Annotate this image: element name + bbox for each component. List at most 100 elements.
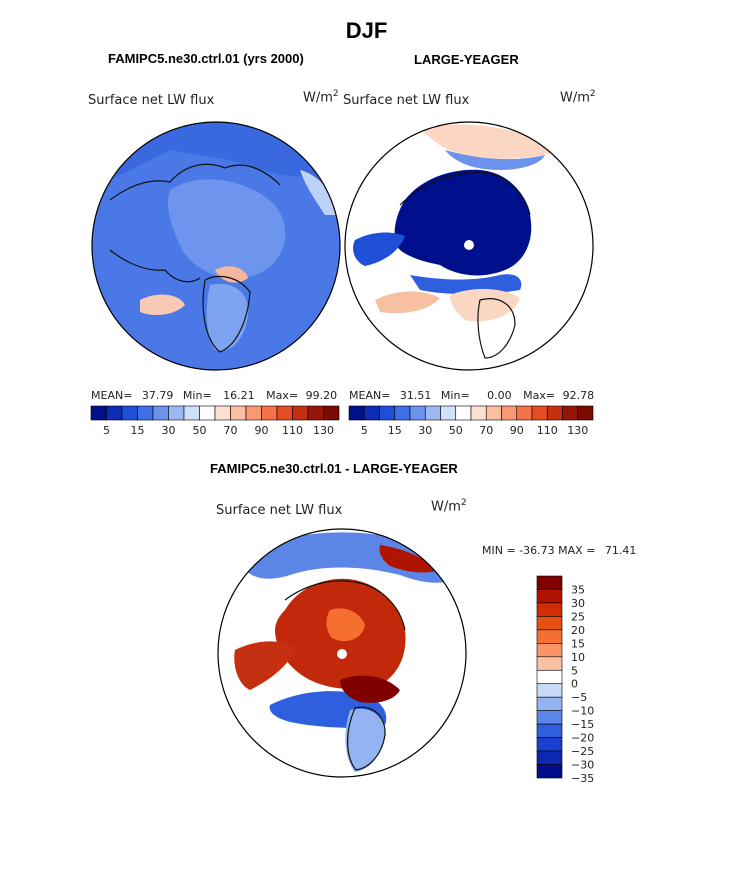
panel1-coastline-eurasia [109,163,281,201]
panel1-units: W/m2 [303,89,339,105]
panel2-coastline-eurasia [399,171,531,216]
panel2-units-base: W/m [560,90,590,106]
panel2-max-value: 92.78 [562,389,595,402]
panel2-stats: MEAN= 31.51 Min= 0.00 Max= 92.78 [349,389,594,402]
panel1-colorbar-cell [276,405,293,421]
panel3-colorbar-cell [536,575,563,590]
panel2-nordic-warm [450,288,520,322]
panel1-colorbar-cell [323,405,340,421]
panel1-max-value: 99.20 [305,389,338,402]
panel3-colorbar-cell [536,723,563,738]
panel1-mean-label: MEAN= [91,389,133,402]
panel2-colorbar-cell [546,405,563,421]
panel1-colorbar-cell [121,405,138,421]
panel3-colorbar-tick-label: 10 [571,651,585,664]
panel2-min-label: Min= [440,389,470,402]
panel1-map-border [91,121,341,371]
panel1-mean-value: 37.79 [141,389,174,402]
panel2-variable-label: Surface net LW flux [343,93,470,108]
panel3-colorbar-cell [536,656,563,671]
panel1-norwegian-sea-patch [215,266,248,283]
panel2-colorbar-tick-label: 15 [388,424,402,437]
panel3-colorbar-tick-label: 20 [571,624,585,637]
panel2-colorbar-tick-label: 110 [537,424,558,437]
panel1-atlantic-warm-patch [140,294,185,316]
panel3-colorbar-cell [536,750,563,765]
panel2-map [344,121,594,371]
panel1-colorbar-cell [214,405,231,421]
panel3-units: W/m2 [431,498,467,514]
panel3-colorbar-tick-label: −25 [571,745,594,758]
figure-title: DJF [345,18,388,43]
panel2-hudson-ice [353,232,405,266]
panel3-colorbar-cell [536,683,563,698]
panel3-title: FAMIPC5.ne30.ctrl.01 - LARGE-YEAGER [210,461,458,476]
panel1-colorbar-cell [152,405,169,421]
panel1-colorbar-cell [168,405,185,421]
panel1-max-label: Max= [266,389,299,402]
panel3-colorbar-tick-label: 30 [571,597,585,610]
panel1-variable-label: Surface net LW flux [88,93,215,108]
panel1-colorbar-cell [307,405,324,421]
panel1-colorbar-tick-label: 5 [103,424,110,437]
panel2-map-border [344,121,594,371]
panel3-colorbar-tick-label: 15 [571,637,585,650]
panel2-colorbar-cell [363,405,380,421]
panel1-arctic-ocean-field [168,179,286,279]
panel1-map [91,121,341,371]
panel2-pacific-band [420,124,560,159]
panel1-colorbar: 5 15 30 50 70 90 110 130 [90,405,340,437]
panel3-colorbar-tick-label: −5 [571,691,587,704]
panel3-colorbar-tick-label: −15 [571,718,594,731]
panel1-colorbar-cell [199,405,216,421]
panel3-colorbar-tick-label: −10 [571,705,594,718]
panel2-pacific-blue-edge [445,150,545,170]
panel1-colorbar-tick-label: 130 [313,424,334,437]
panel2-units: W/m2 [560,89,596,105]
panel1-colorbar-tick-label: 50 [193,424,207,437]
panel2-colorbar-cell [440,405,457,421]
panel1-colorbar-tick-label: 90 [255,424,269,437]
panel2-min-value: 0.00 [487,389,512,402]
panel2-colorbar-cell [562,405,579,421]
panel3-colorbar-cell [536,616,563,631]
panel1-colorbar-cell [137,405,154,421]
panel3-colorbar-cell [536,589,563,604]
panel2-colorbar-tick-label: 30 [418,424,432,437]
panel1-colorbar-cell [106,405,123,421]
panel2-ice-edge [410,274,522,295]
panel3-minmax: MIN = -36.73 MAX = 71.41 [482,544,636,557]
panel3-pacific-strong-positive [379,545,440,573]
panel3-units-base: W/m [431,499,461,515]
panel2-max-label: Max= [523,389,556,402]
panel1-colorbar-cell [292,405,309,421]
panel3-colorbar-cell [536,696,563,711]
panel1-min-label: Min= [182,389,212,402]
panel1-colorbar-cell [90,405,107,421]
panel2-colorbar-cell [531,405,548,421]
panel3-greenland-negative [345,708,385,772]
panel3-arctic-mid-positive [326,608,365,642]
panel3-colorbar-cell [536,629,563,644]
panel2-colorbar-cell [577,405,594,421]
panel3-colorbar-cell [536,643,563,658]
panel2-mean-value: 31.51 [399,389,432,402]
panel2-pole-marker [464,240,474,250]
panel1-colorbar-tick-label: 30 [162,424,176,437]
panel3-colorbar-tick-label: 5 [571,664,578,677]
panel3-colorbar-cell [536,764,563,779]
panel3-colorbar-tick-label: 0 [571,678,578,691]
panel2-colorbar-cell [424,405,441,421]
panel3-coastline-eurasia [284,580,406,631]
panel1-colorbar-cell [230,405,247,421]
panel1-colorbar-cell [261,405,278,421]
panel1-colorbar-tick-label: 110 [282,424,303,437]
panel2-title: LARGE-YEAGER [414,52,519,67]
panel1-colorbar-tick-label: 70 [224,424,238,437]
panel3-colorbar-tick-label: −30 [571,759,594,772]
panel2-colorbar-cell [470,405,487,421]
panel3-map [217,528,467,778]
panel2-colorbar-tick-label: 50 [449,424,463,437]
panel2-colorbar-cell [455,405,472,421]
